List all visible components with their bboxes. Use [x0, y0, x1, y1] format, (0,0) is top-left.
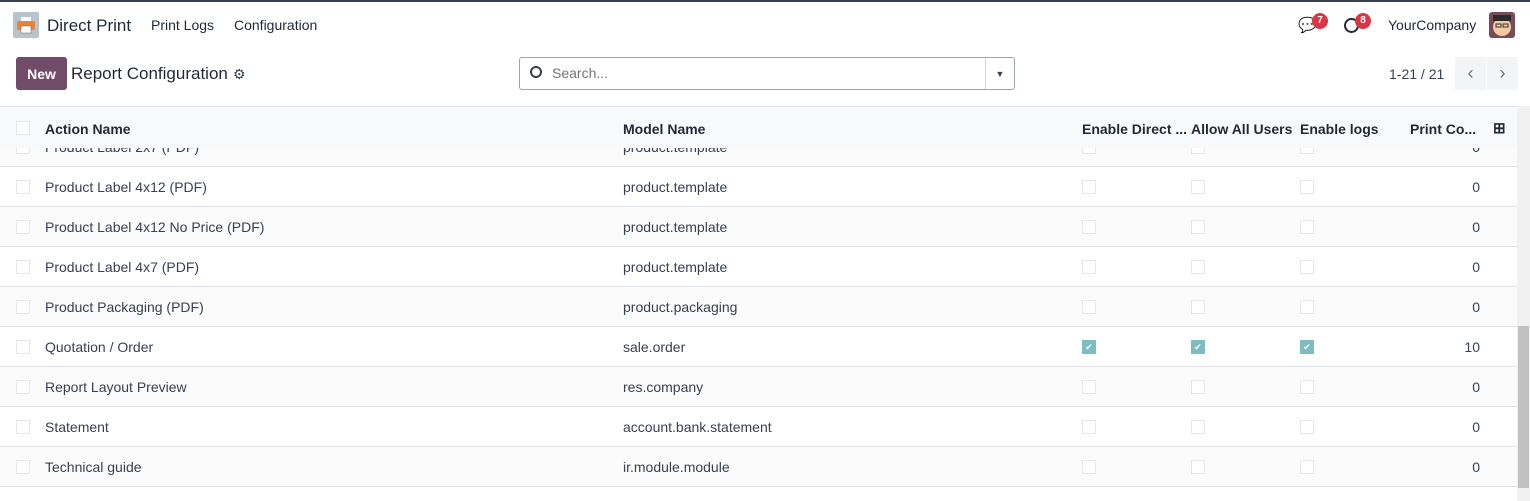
enable-logs-checkbox[interactable] — [1300, 260, 1314, 274]
table-row[interactable]: Product Label 4x12 No Price (PDF) produc… — [0, 207, 1517, 247]
pager-value[interactable]: 1-21 / 21 — [1389, 66, 1445, 82]
action-name: Statement — [45, 419, 109, 435]
optional-columns-icon[interactable]: ⊞ — [1493, 120, 1506, 137]
allow-all-users-checkbox[interactable] — [1191, 180, 1205, 194]
allow-all-users-checkbox[interactable] — [1191, 420, 1205, 434]
model-name: sale.order — [623, 339, 686, 355]
print-count: 0 — [1472, 179, 1480, 195]
enable-logs-checkbox[interactable] — [1300, 380, 1314, 394]
model-name: product.template — [623, 179, 728, 195]
enable-direct-checkbox[interactable] — [1082, 380, 1096, 394]
allow-all-users-checkbox[interactable] — [1191, 460, 1205, 474]
model-name: product.packaging — [623, 299, 738, 315]
row-select-checkbox[interactable] — [16, 380, 30, 394]
search-icon — [530, 66, 542, 78]
enable-direct-checkbox[interactable] — [1082, 180, 1096, 194]
menu-configuration[interactable]: Configuration — [234, 17, 318, 33]
messages-badge: 7 — [1312, 13, 1328, 29]
menu-print-logs[interactable]: Print Logs — [151, 17, 215, 33]
table-header: Action Name Model Name Enable Direct ...… — [0, 107, 1517, 148]
print-count: 0 — [1472, 219, 1480, 235]
pager-previous-button[interactable]: ‹ — [1455, 57, 1486, 90]
search-input[interactable] — [552, 65, 972, 81]
search-bar: ▼ — [519, 57, 1015, 90]
action-name: Product Label 4x7 (PDF) — [45, 259, 200, 275]
allow-all-users-checkbox[interactable]: ✔ — [1191, 340, 1205, 354]
action-name: Report Layout Preview — [45, 379, 187, 395]
table-row[interactable]: Report Layout Preview res.company 0 — [0, 367, 1517, 407]
company-switcher[interactable]: YourCompany — [1388, 17, 1477, 33]
printer-app-icon[interactable] — [13, 12, 39, 38]
print-count: 0 — [1472, 419, 1480, 435]
row-select-checkbox[interactable] — [16, 220, 30, 234]
model-name: account.bank.statement — [623, 419, 772, 435]
gear-icon[interactable]: ⚙ — [233, 66, 246, 82]
column-model-name[interactable]: Model Name — [623, 121, 706, 137]
row-select-checkbox[interactable] — [16, 340, 30, 354]
allow-all-users-checkbox[interactable] — [1191, 380, 1205, 394]
report-list: Action Name Model Name Enable Direct ...… — [0, 106, 1517, 501]
search-options-toggle[interactable]: ▼ — [985, 58, 1014, 89]
allow-all-users-checkbox[interactable] — [1191, 260, 1205, 274]
model-name: ir.module.module — [623, 459, 730, 475]
enable-direct-checkbox[interactable] — [1082, 260, 1096, 274]
print-count: 0 — [1472, 299, 1480, 315]
top-navbar: Direct Print Print Logs Configuration 💬 … — [0, 2, 1530, 48]
table-row[interactable]: Product Packaging (PDF) product.packagin… — [0, 287, 1517, 327]
row-select-checkbox[interactable] — [16, 180, 30, 194]
enable-logs-checkbox[interactable] — [1300, 460, 1314, 474]
print-count: 10 — [1464, 339, 1480, 355]
enable-logs-checkbox[interactable]: ✔ — [1300, 340, 1314, 354]
app-name[interactable]: Direct Print — [47, 16, 132, 35]
column-allow-all-users[interactable]: Allow All Users — [1191, 121, 1293, 137]
allow-all-users-checkbox[interactable] — [1191, 300, 1205, 314]
action-name: Technical guide — [45, 459, 142, 475]
print-count: 0 — [1472, 459, 1480, 475]
enable-direct-checkbox[interactable]: ✔ — [1082, 340, 1096, 354]
print-count: 0 — [1472, 259, 1480, 275]
model-name: res.company — [623, 379, 704, 395]
allow-all-users-checkbox[interactable] — [1191, 220, 1205, 234]
print-count: 0 — [1472, 379, 1480, 395]
row-select-checkbox[interactable] — [16, 420, 30, 434]
table-row[interactable]: Quotation / Order sale.order ✔ ✔ ✔ 10 — [0, 327, 1517, 367]
action-name: Product Label 4x12 No Price (PDF) — [45, 219, 265, 235]
action-name: Product Label 4x12 (PDF) — [45, 179, 207, 195]
column-enable-direct[interactable]: Enable Direct ... — [1082, 121, 1188, 137]
pager-next-button[interactable]: › — [1487, 57, 1518, 90]
enable-logs-checkbox[interactable] — [1300, 180, 1314, 194]
model-name: product.template — [623, 219, 728, 235]
enable-logs-checkbox[interactable] — [1300, 300, 1314, 314]
column-enable-logs[interactable]: Enable logs — [1300, 121, 1379, 137]
column-action-name[interactable]: Action Name — [45, 121, 131, 137]
table-row[interactable]: Product Label 4x12 (PDF) product.templat… — [0, 167, 1517, 207]
table-row[interactable]: Technical guide ir.module.module 0 — [0, 447, 1517, 487]
enable-direct-checkbox[interactable] — [1082, 460, 1096, 474]
scrollbar-thumb[interactable] — [1518, 326, 1529, 488]
enable-direct-checkbox[interactable] — [1082, 220, 1096, 234]
enable-direct-checkbox[interactable] — [1082, 420, 1096, 434]
page-title: Report Configuration — [71, 64, 228, 83]
column-print-count[interactable]: Print Co... — [1410, 121, 1477, 137]
row-select-checkbox[interactable] — [16, 260, 30, 274]
enable-logs-checkbox[interactable] — [1300, 420, 1314, 434]
activities-badge: 8 — [1355, 13, 1371, 29]
select-all-checkbox[interactable] — [16, 121, 30, 135]
action-name: Product Packaging (PDF) — [45, 299, 204, 315]
enable-direct-checkbox[interactable] — [1082, 300, 1096, 314]
user-avatar[interactable] — [1489, 12, 1515, 38]
table-row[interactable]: Product Label 4x7 (PDF) product.template… — [0, 247, 1517, 287]
row-select-checkbox[interactable] — [16, 300, 30, 314]
action-name: Quotation / Order — [45, 339, 154, 355]
scrollbar[interactable] — [1517, 106, 1530, 501]
model-name: product.template — [623, 259, 728, 275]
table-row[interactable]: Statement account.bank.statement 0 — [0, 407, 1517, 447]
enable-logs-checkbox[interactable] — [1300, 220, 1314, 234]
new-button[interactable]: New — [16, 57, 67, 90]
row-select-checkbox[interactable] — [16, 460, 30, 474]
